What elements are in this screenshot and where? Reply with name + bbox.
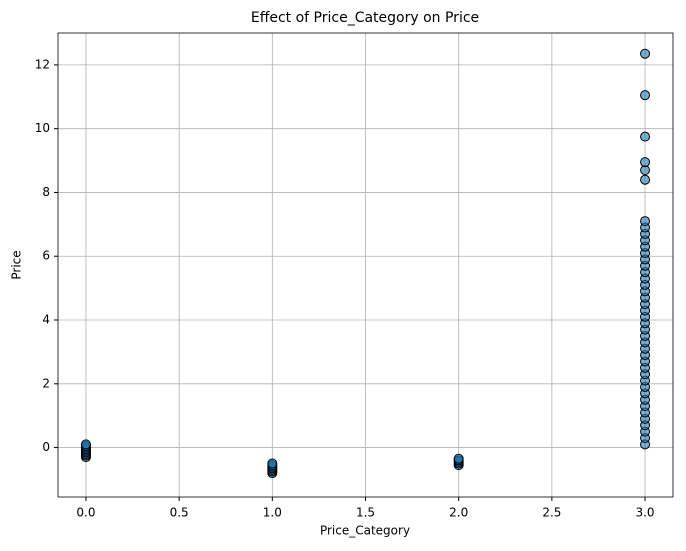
point — [640, 216, 651, 227]
point — [640, 157, 651, 168]
y-axis-label: Price — [10, 250, 24, 279]
x-tick-label: 3.0 — [635, 506, 654, 520]
y-tick-label: 6 — [42, 249, 50, 263]
x-axis-label: Price_Category — [320, 524, 410, 538]
point — [453, 453, 464, 464]
y-tick-label: 2 — [42, 376, 50, 390]
y-tick-label: 12 — [35, 57, 50, 71]
point — [80, 439, 91, 450]
y-tick-label: 10 — [35, 121, 50, 135]
x-tick-label: 1.0 — [263, 506, 282, 520]
point — [640, 174, 651, 185]
x-tick-label: 2.0 — [449, 506, 468, 520]
points — [80, 48, 651, 479]
x-tick-label: 0.5 — [170, 506, 189, 520]
point — [267, 458, 278, 469]
y-tick-label: 0 — [42, 440, 50, 454]
x-tick-label: 1.5 — [356, 506, 375, 520]
point — [640, 48, 651, 59]
grid — [58, 33, 673, 497]
y-tick-label: 4 — [42, 313, 50, 327]
point — [640, 90, 651, 101]
y-tick-label: 8 — [42, 185, 50, 199]
x-tick-label: 0.0 — [76, 506, 95, 520]
x-tick-label: 2.5 — [542, 506, 561, 520]
point — [640, 131, 651, 142]
chart-title: Effect of Price_Category on Price — [251, 10, 479, 26]
